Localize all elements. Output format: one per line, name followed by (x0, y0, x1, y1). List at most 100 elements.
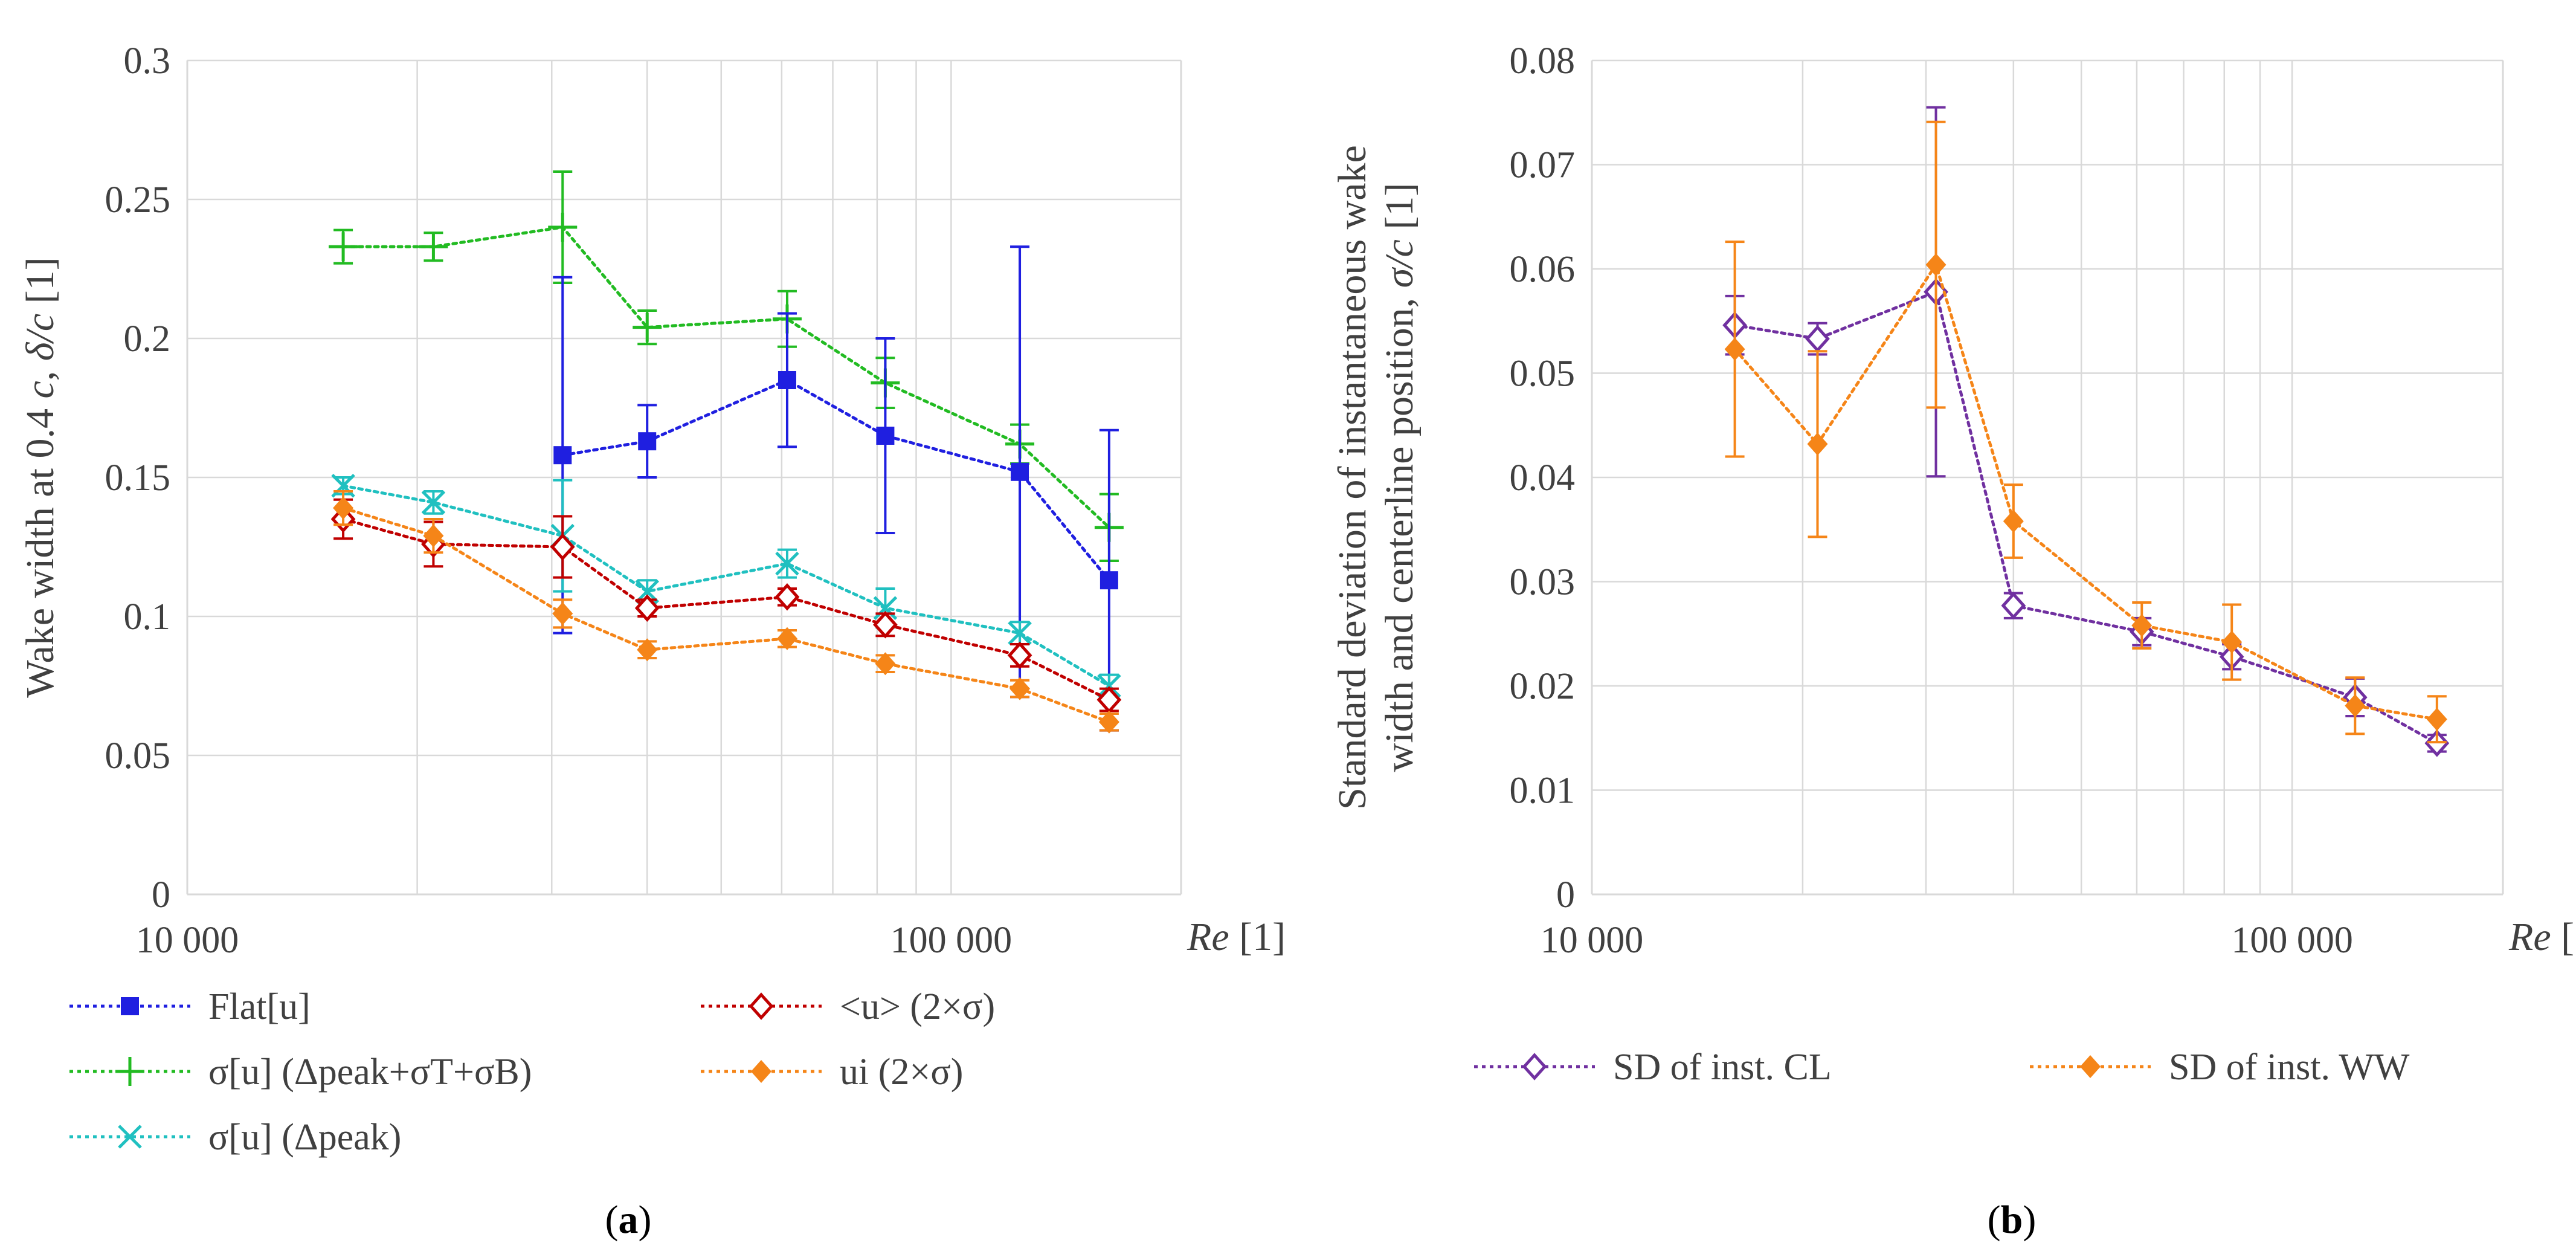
legend-item: σ[u] (Δpeak) (69, 1117, 401, 1158)
data-point (2001, 592, 2026, 619)
data-point (776, 627, 797, 650)
y-tick-label: 0.01 (1510, 771, 1576, 812)
data-point (1011, 462, 1029, 481)
data-point (2003, 509, 2024, 533)
x-tick-label: 10 000 (136, 920, 239, 961)
series-line (341, 506, 1111, 724)
y-tick-label: 0.1 (124, 596, 171, 638)
legend: SD of inst. CL SD of inst. WW (1474, 1047, 2410, 1088)
y-tick-label: 0.03 (1510, 562, 1576, 603)
series-line (1733, 289, 2439, 745)
series-line (1733, 261, 2439, 721)
data-point (2345, 694, 2366, 717)
data-point (634, 594, 660, 622)
data-point (1925, 253, 1946, 277)
legend-marker (751, 1060, 771, 1083)
legend-item: SD of inst. WW (2030, 1047, 2410, 1088)
data-point (1805, 325, 1830, 353)
y-tick-label: 0 (1556, 874, 1575, 916)
data-point (329, 232, 358, 262)
data-point (2221, 630, 2243, 654)
legend-item: Flat[u] (69, 986, 311, 1027)
data-point (774, 583, 800, 611)
data-point (775, 551, 799, 576)
y-tick-label: 0.2 (124, 318, 171, 360)
data-point (1724, 337, 1745, 361)
series-sd-of-inst-cl (1722, 106, 2450, 757)
x-tick-label: 100 000 (2231, 920, 2353, 961)
series--u-2- (330, 498, 1122, 714)
series-sd-of-inst-ww (1724, 120, 2447, 744)
gridlines (1592, 59, 2503, 896)
x-axis-title: Re [1] (1187, 915, 1286, 959)
data-point (1098, 710, 1119, 734)
y-tick-label: 0.15 (105, 457, 171, 499)
data-point (333, 496, 354, 520)
y-tick-label: 0.05 (1510, 354, 1576, 395)
y-tick-label: 0.08 (1510, 40, 1576, 82)
legend-marker (118, 1125, 142, 1149)
data-point (1009, 677, 1031, 700)
data-point (876, 427, 895, 445)
legend-label: ui (2×σ) (840, 1052, 963, 1093)
data-point (1100, 571, 1118, 590)
panel-a: 0 0.05 0.1 0.15 0.2 0.25 0.3 10 000 100 000 Re [1… (18, 40, 1286, 1242)
y-tick-label: 0.3 (124, 40, 171, 82)
panel-caption: (a) (605, 1198, 652, 1242)
x-axis-title: Re [1] (2508, 915, 2576, 959)
data-point (873, 596, 898, 620)
legend-label: Flat[u] (208, 986, 311, 1027)
data-point (423, 524, 444, 548)
data-point (2426, 708, 2447, 731)
data-point (550, 533, 575, 561)
series--u-peak-t-b- (329, 170, 1124, 562)
y-tick-label: 0 (152, 874, 170, 916)
legend-marker (1522, 1053, 1547, 1081)
data-point (875, 652, 896, 676)
legend-item: σ[u] (Δpeak+σT+σB) (69, 1052, 532, 1093)
legend-item: SD of inst. CL (1474, 1047, 1832, 1088)
legend-item: <u> (2×σ) (701, 986, 995, 1027)
data-point (548, 213, 578, 242)
data-point (552, 602, 573, 625)
series-line (341, 484, 1111, 688)
data-point (778, 371, 796, 389)
x-tick-label: 100 000 (890, 920, 1013, 961)
data-point (419, 232, 448, 262)
x-tick-label: 10 000 (1541, 920, 1644, 961)
y-axis-title: Wake width at 0.4 c, δ/c [1] (18, 257, 62, 697)
y-tick-label: 0.06 (1510, 249, 1576, 290)
series-line (341, 517, 1111, 702)
legend-marker (121, 997, 139, 1015)
legend-marker (749, 992, 774, 1020)
data-point (638, 432, 657, 451)
legend-label: σ[u] (Δpeak) (208, 1117, 401, 1158)
data-point (1807, 432, 1828, 456)
data-point (331, 474, 355, 498)
data-point (2131, 613, 2153, 637)
legend-label: SD of inst. WW (2169, 1047, 2410, 1088)
legend-item: ui (2×σ) (701, 1052, 963, 1093)
legend: Flat[u] <u> (2×σ) σ[u] (Δpeak+σT+σB) ui (2×… (69, 986, 995, 1158)
data-point (553, 446, 572, 465)
y-axis-title: Standard deviation of instantaneous wake… (1330, 145, 1422, 810)
legend-label: <u> (2×σ) (840, 986, 995, 1027)
y-tick-label: 0.02 (1510, 666, 1576, 707)
data-point (873, 611, 898, 639)
panel-caption: (b) (1988, 1198, 2037, 1242)
data-point (637, 638, 658, 662)
y-tick-label: 0.25 (105, 179, 171, 221)
legend-marker (115, 1057, 144, 1086)
data-point (421, 490, 446, 515)
series--u-peak- (331, 474, 1121, 699)
series-ui-2- (333, 490, 1119, 734)
data-point (1097, 674, 1121, 698)
y-tick-label: 0.04 (1510, 457, 1576, 499)
panel-b: 0 0.01 0.02 0.03 0.04 0.05 0.06 0.07 0.08 10 000 1… (1330, 40, 2576, 1242)
data-point (1007, 641, 1032, 670)
y-tick-label: 0.05 (105, 735, 171, 777)
legend-label: SD of inst. CL (1613, 1047, 1832, 1088)
legend-label: σ[u] (Δpeak+σT+σB) (208, 1052, 532, 1093)
gridlines (187, 59, 1181, 896)
